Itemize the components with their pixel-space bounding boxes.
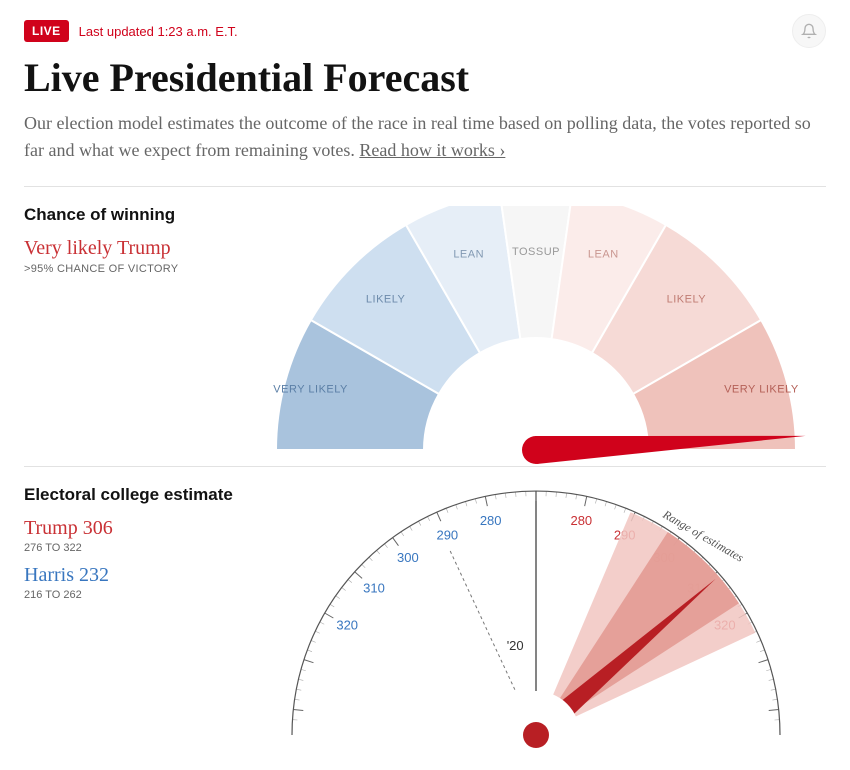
ec-candidate-range: 216 TO 262 [24,589,826,601]
ec-candidate-name: Harris 232 [24,564,826,587]
svg-text:LIKELY: LIKELY [667,294,707,306]
chance-outcome-label: Very likely Trump [24,237,826,260]
chance-percentage: >95% CHANCE OF VICTORY [24,263,826,275]
svg-text:LIKELY: LIKELY [366,294,406,306]
chance-of-winning-section: Chance of winning Very likely Trump >95%… [24,186,826,466]
svg-text:320: 320 [336,617,358,632]
live-badge: LIVE [24,20,69,42]
ec-candidate-range: 276 TO 322 [24,542,826,554]
electoral-college-section: Electoral college estimate Trump 306 276… [24,466,826,751]
chance-section-title: Chance of winning [24,205,826,225]
svg-text:VERY LIKELY: VERY LIKELY [273,384,348,396]
ec-section-title: Electoral college estimate [24,485,826,505]
page-title: Live Presidential Forecast [24,56,826,100]
how-it-works-link[interactable]: Read how it works › [359,140,505,160]
bell-icon [801,23,817,39]
updated-timestamp: Last updated 1:23 a.m. E.T. [79,24,238,39]
ec-candidate-row: Harris 232 216 TO 262 [24,564,826,601]
svg-text:'20: '20 [507,638,524,653]
svg-text:VERY LIKELY: VERY LIKELY [724,384,799,396]
ec-candidate-name: Trump 306 [24,517,826,540]
ec-candidate-row: Trump 306 276 TO 322 [24,517,826,554]
notifications-button[interactable] [792,14,826,48]
page-subtitle: Our election model estimates the outcome… [24,110,826,164]
